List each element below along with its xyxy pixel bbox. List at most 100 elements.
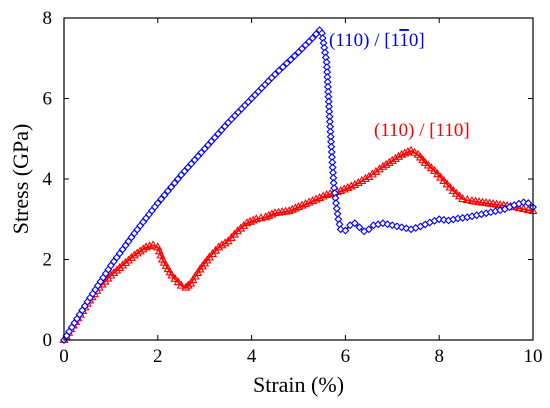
data-point: [318, 191, 328, 200]
x-tick-label: 10: [524, 346, 543, 367]
data-point: [248, 215, 258, 224]
x-tick-label: 4: [247, 346, 257, 367]
data-point: [163, 187, 172, 196]
data-point: [439, 215, 448, 224]
data-point: [286, 55, 295, 64]
data-point: [394, 151, 404, 160]
y-tick-label: 0: [43, 330, 53, 351]
data-point: [284, 206, 294, 215]
data-point: [378, 161, 388, 170]
data-point: [181, 282, 191, 291]
y-tick-label: 6: [43, 89, 53, 110]
data-point: [451, 188, 461, 197]
series-line: [63, 28, 534, 341]
data-point: [346, 181, 356, 190]
data-point: [426, 163, 436, 172]
data-point: [439, 175, 449, 184]
tick-labels: 0 2 4 6 8 10 0 2 4 6 8: [43, 8, 543, 367]
x-tick-label: 8: [434, 346, 444, 367]
data-point: [261, 212, 271, 221]
data-point: [278, 62, 287, 71]
data-point: [374, 164, 384, 173]
data-point: [381, 159, 391, 168]
data-point: [445, 182, 455, 191]
data-point: [514, 203, 524, 212]
data-point: [383, 220, 392, 229]
data-point: [135, 246, 145, 255]
data-point: [304, 197, 314, 206]
data-point: [112, 265, 122, 274]
data-point: [433, 169, 443, 178]
data-point: [141, 242, 151, 251]
data-point: [448, 185, 458, 195]
data-point: [410, 147, 420, 156]
data-point: [300, 199, 311, 208]
data-point: [519, 204, 529, 213]
data-point: [242, 218, 252, 227]
data-point: [462, 195, 472, 204]
data-point: [436, 172, 446, 181]
data-point: [423, 160, 433, 169]
series-label-red: (110) / [110]: [374, 120, 470, 141]
data-point: [245, 216, 255, 225]
data-point: [364, 225, 373, 234]
data-point: [322, 189, 332, 199]
data-point: [311, 194, 321, 203]
data-point: [339, 184, 349, 193]
data-point: [336, 225, 345, 234]
data-point: [167, 183, 176, 192]
data-point: [397, 149, 407, 158]
series-red-110-110: [59, 145, 538, 343]
x-tick-label: 6: [341, 346, 351, 367]
data-point: [153, 199, 162, 208]
data-point: [293, 202, 304, 211]
data-point: [118, 260, 128, 269]
data-point: [173, 175, 182, 183]
data-point: [454, 191, 465, 200]
data-point: [384, 157, 394, 166]
series-label-blue: (110) / [110]: [329, 30, 425, 51]
data-point: [290, 51, 299, 60]
data-point: [308, 196, 318, 205]
series-labels: (110) / [110] (110) / [110]: [329, 30, 470, 141]
data-point: [435, 215, 444, 224]
x-tick-label: 0: [59, 346, 69, 367]
data-point: [458, 194, 468, 203]
y-tick-label: 4: [43, 169, 53, 190]
x-axis-label: Strain (%): [253, 372, 344, 397]
data-point: [129, 250, 139, 259]
data-point: [170, 179, 179, 188]
data-point: [360, 173, 370, 182]
data-point: [390, 153, 400, 162]
data-point: [170, 273, 180, 282]
axis-ticks: [63, 17, 534, 341]
data-point: [387, 155, 397, 164]
data-point: [271, 70, 280, 79]
data-point: [336, 185, 346, 195]
data-point: [312, 30, 321, 39]
data-point: [109, 267, 119, 277]
plot-marks: [59, 26, 538, 344]
data-point: [115, 262, 125, 272]
data-point: [274, 66, 283, 75]
data-point: [282, 59, 291, 68]
series-blue-110-1bar10: [60, 26, 537, 344]
data-point: [183, 280, 193, 289]
data-point: [315, 192, 325, 202]
data-point: [176, 280, 186, 289]
x-tick-label: 2: [153, 346, 163, 367]
data-point: [167, 270, 177, 279]
data-point: [138, 244, 148, 253]
data-point: [442, 179, 452, 188]
data-point: [173, 277, 183, 286]
data-point: [357, 175, 367, 184]
data-point: [148, 240, 158, 249]
data-point: [297, 200, 307, 209]
y-tick-label: 8: [43, 8, 53, 29]
data-point: [429, 165, 440, 174]
data-point: [350, 219, 359, 228]
data-point: [220, 238, 230, 247]
data-point: [121, 257, 131, 266]
data-point: [420, 157, 430, 166]
data-point: [350, 179, 360, 188]
